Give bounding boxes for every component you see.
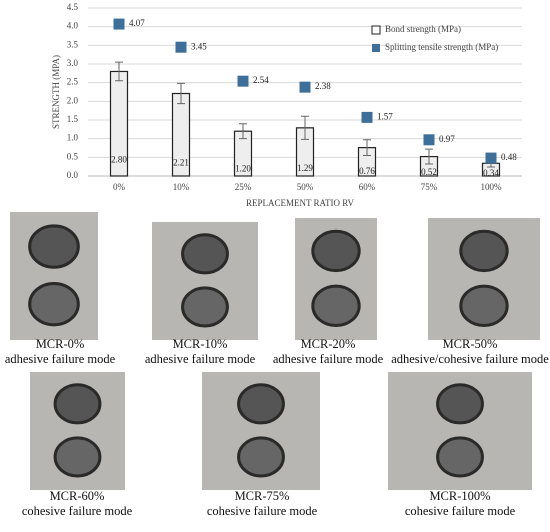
caption-title: MCR-75% <box>235 489 290 503</box>
specimen <box>53 436 102 478</box>
marker <box>113 18 125 30</box>
caption-title: MCR-60% <box>50 489 105 503</box>
y-tick-label: 4.0 <box>67 21 79 31</box>
specimen <box>181 233 229 275</box>
y-tick-label: 0.5 <box>67 151 79 161</box>
specimen <box>181 286 229 328</box>
y-tick-label: 0.0 <box>67 170 79 180</box>
data-label: 1.20 <box>235 163 251 173</box>
caption-title: MCR-10% <box>173 337 228 351</box>
legend-swatch <box>372 44 380 52</box>
data-label: 0.48 <box>501 152 517 162</box>
specimen <box>28 281 80 327</box>
data-label: 0.52 <box>421 167 437 177</box>
error-bar <box>239 123 247 140</box>
data-label: 3.45 <box>191 41 207 51</box>
caption-title: MCR-50% <box>443 337 498 351</box>
x-tick-label: 100% <box>481 182 503 192</box>
x-axis-title: REPLACEMENT RATIO RV <box>246 198 355 208</box>
specimen <box>237 383 285 425</box>
specimen <box>436 383 484 425</box>
marker <box>237 75 249 87</box>
y-tick-label: 3.0 <box>67 58 79 68</box>
y-axis-title: STRENGTH (MPA) <box>51 55 61 129</box>
x-tick-label: 10% <box>173 182 190 192</box>
caption-mode: cohesive failure mode <box>207 504 318 518</box>
specimen <box>28 224 80 269</box>
data-label: 2.38 <box>315 81 331 91</box>
caption-mode: cohesive failure mode <box>405 504 516 518</box>
specimen <box>53 383 102 425</box>
specimen <box>311 229 361 273</box>
specimen <box>237 436 285 478</box>
error-bar <box>115 61 123 82</box>
caption-mode: adhesive failure mode <box>145 352 256 366</box>
y-tick-label: 3.5 <box>67 39 79 49</box>
specimen <box>459 284 509 328</box>
data-label: 1.57 <box>377 111 393 121</box>
data-label: 0.97 <box>439 134 455 144</box>
data-label: 0.34 <box>483 168 499 178</box>
caption-title: MCR-0% <box>36 337 85 351</box>
data-label: 2.80 <box>111 154 127 164</box>
y-tick-label: 1.5 <box>67 114 79 124</box>
caption-title: MCR-20% <box>301 337 356 351</box>
caption-mode: adhesive failure mode <box>273 352 384 366</box>
x-tick-label: 0% <box>113 182 126 192</box>
legend-label: Bond strength (MPa) <box>385 24 461 34</box>
legend-label: Splitting tensile strength (MPa) <box>385 42 498 52</box>
x-tick-label: 50% <box>297 182 314 192</box>
data-label: 1.29 <box>297 163 313 173</box>
marker <box>423 134 435 146</box>
y-tick-label: 4.5 <box>67 2 79 12</box>
marker <box>485 152 497 164</box>
specimen <box>311 284 361 328</box>
error-bar <box>363 139 371 156</box>
caption-title: MCR-100% <box>429 489 490 503</box>
data-label: 2.54 <box>253 75 269 85</box>
legend-swatch <box>371 25 381 35</box>
caption-mode: cohesive failure mode <box>22 504 133 518</box>
data-label: 4.07 <box>129 18 145 28</box>
y-tick-label: 1.0 <box>67 133 79 143</box>
data-label: 2.21 <box>173 158 189 168</box>
error-bar <box>301 115 309 140</box>
marker <box>175 41 187 53</box>
x-tick-label: 75% <box>421 182 438 192</box>
data-label: 0.76 <box>359 166 375 176</box>
y-tick-label: 2.0 <box>67 95 79 105</box>
marker <box>299 81 311 93</box>
specimen <box>436 436 484 478</box>
error-bar <box>177 82 185 105</box>
caption-mode: adhesive failure mode <box>5 352 116 366</box>
specimen <box>459 229 509 273</box>
y-tick-label: 2.5 <box>67 77 79 87</box>
marker <box>361 111 373 123</box>
x-tick-label: 25% <box>235 182 252 192</box>
error-bar <box>425 148 433 165</box>
caption-mode: adhesive/cohesive failure mode <box>391 352 549 366</box>
x-tick-label: 60% <box>359 182 376 192</box>
